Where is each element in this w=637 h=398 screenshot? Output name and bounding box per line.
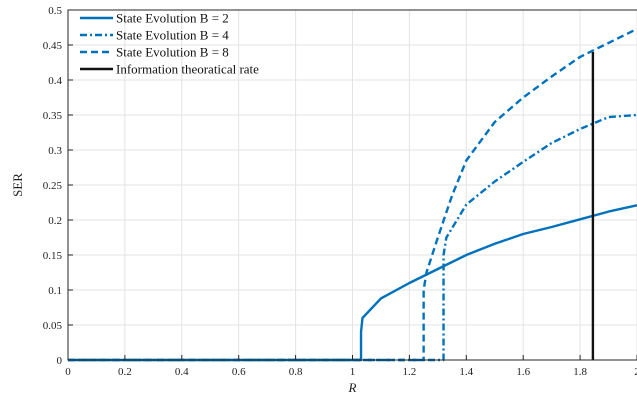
series-group: [68, 27, 637, 362]
x-tick-label: 0.4: [175, 366, 189, 378]
y-tick-label: 0.2: [48, 215, 62, 227]
tick-marks: [67, 9, 637, 361]
x-tick-label: 1: [350, 366, 356, 378]
series-line-1: [68, 204, 637, 362]
y-tick-label: 0.15: [43, 250, 63, 262]
y-tick-label: 0.1: [48, 285, 62, 297]
y-tick-label: 0.45: [43, 40, 63, 52]
y-tick-label: 0.5: [48, 5, 62, 17]
x-tick-label: 1.6: [516, 366, 530, 378]
x-tick-label: 1.2: [403, 366, 417, 378]
x-tick-label: 1.4: [459, 366, 473, 378]
x-tick-label: 0.2: [118, 366, 132, 378]
y-tick-label: 0.05: [43, 320, 63, 332]
series-line-3: [68, 27, 637, 362]
x-tick-label: 0.8: [289, 366, 303, 378]
legend-label-1: State Evolution B = 2: [116, 11, 229, 26]
y-axis-label: SER: [10, 173, 25, 197]
legend-label-3: State Evolution B = 8: [116, 45, 229, 60]
x-tick-label: 0.6: [232, 366, 246, 378]
y-tick-label: 0.4: [48, 75, 62, 87]
x-tick-label: 2: [634, 366, 637, 378]
x-tick-labels: 0 0.2 0.4 0.6 0.8 1 1.2 1.4 1.6 1.8 2: [65, 366, 637, 378]
y-tick-label: 0: [57, 355, 63, 367]
series-line-2: [68, 113, 637, 362]
legend-label-4: Information theoratical rate: [116, 62, 259, 77]
y-tick-label: 0.35: [43, 110, 63, 122]
legend-label-2: State Evolution B = 4: [116, 28, 229, 43]
y-tick-labels: 0 0.05 0.1 0.15 0.2 0.25 0.3 0.35 0.4 0.45 0.5: [43, 5, 63, 367]
x-tick-label: 1.8: [573, 366, 587, 378]
legend: State Evolution B = 2 State Evolution B =…: [80, 11, 259, 77]
y-tick-label: 0.25: [43, 180, 63, 192]
y-tick-label: 0.3: [48, 145, 62, 157]
x-axis-label: R: [348, 380, 357, 395]
x-tick-label: 0: [65, 366, 71, 378]
